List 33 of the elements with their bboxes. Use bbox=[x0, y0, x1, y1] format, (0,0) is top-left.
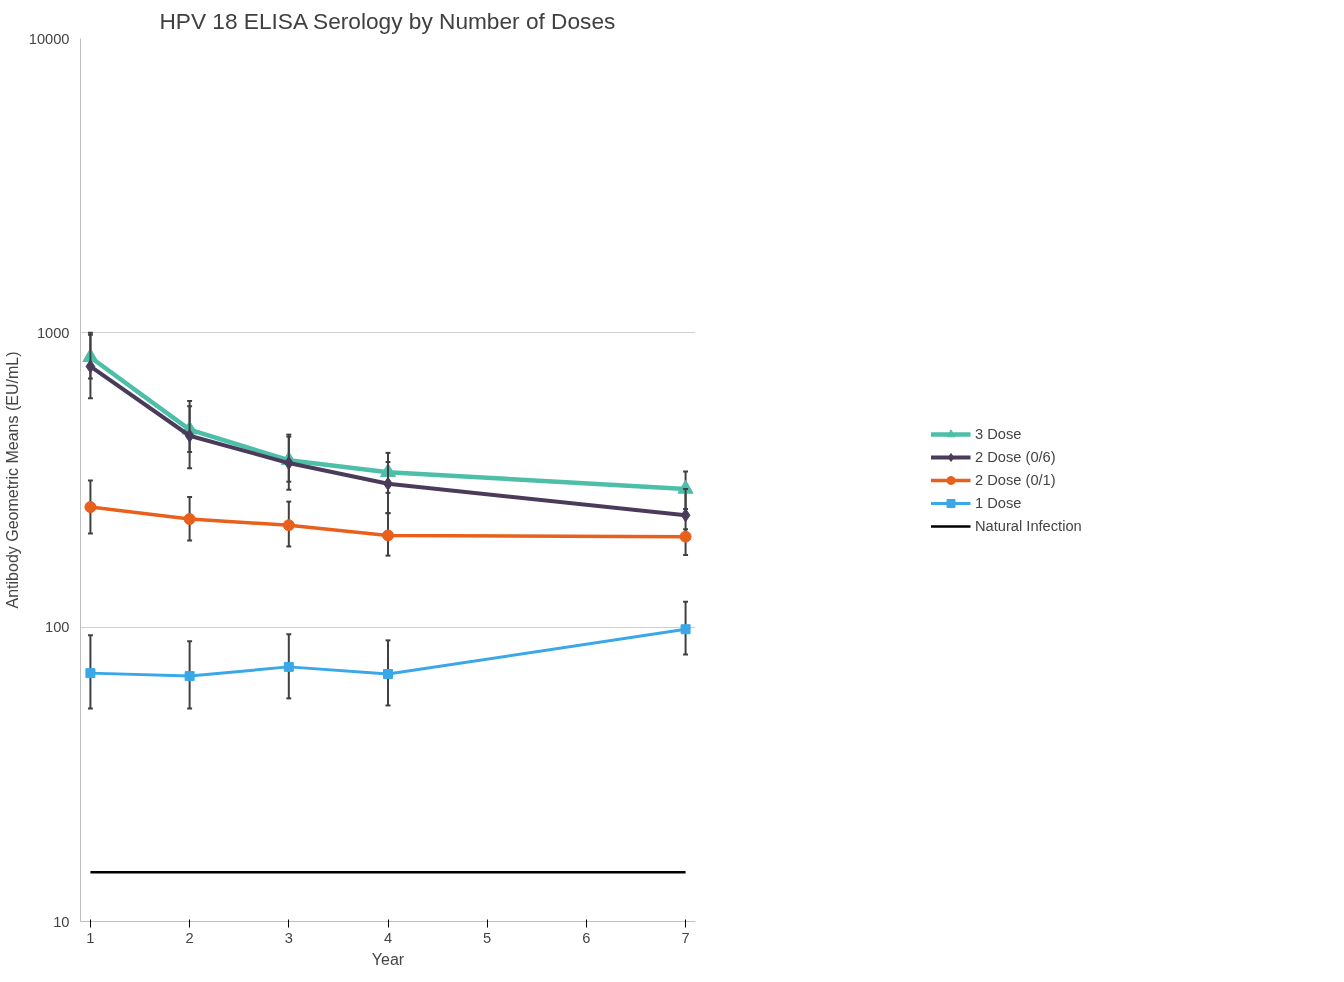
point bbox=[184, 671, 195, 682]
y-tick-label: 1000 bbox=[36, 324, 70, 341]
point bbox=[383, 669, 393, 680]
x-tick-label: 1 bbox=[86, 929, 95, 946]
x-tick-label: 5 bbox=[483, 929, 492, 946]
y-tick-label: 10000 bbox=[28, 30, 70, 47]
x-tick-label: 3 bbox=[284, 929, 293, 946]
point bbox=[85, 668, 96, 679]
y-axis-title: Antibody Geometric Means (EU/mL) bbox=[3, 351, 21, 609]
chart-title: HPV 18 ELISA Serology by Number of Doses bbox=[159, 7, 616, 34]
legend-label: Natural Infection bbox=[975, 517, 1083, 534]
point bbox=[680, 508, 691, 523]
point bbox=[283, 661, 294, 672]
legend-label: 3 Dose bbox=[975, 425, 1023, 442]
point bbox=[184, 428, 195, 443]
point bbox=[680, 624, 691, 635]
point bbox=[283, 456, 294, 471]
x-tick-label: 2 bbox=[185, 929, 194, 946]
point bbox=[183, 513, 196, 526]
y-tick-label: 10 bbox=[53, 913, 70, 930]
legend-label: 2 Dose (0/1) bbox=[975, 471, 1057, 488]
point bbox=[382, 529, 394, 542]
point bbox=[85, 359, 96, 374]
x-tick-label: 6 bbox=[582, 929, 591, 946]
y-tick-label: 100 bbox=[45, 619, 70, 636]
legend-label: 1 Dose bbox=[975, 494, 1023, 511]
legend-label: 2 Dose (0/6) bbox=[975, 448, 1057, 465]
x-tick-label: 4 bbox=[383, 929, 393, 946]
x-axis-title: Year bbox=[371, 950, 405, 968]
point bbox=[679, 530, 692, 543]
point bbox=[282, 519, 295, 532]
x-tick-label: 7 bbox=[681, 929, 690, 946]
point bbox=[84, 501, 97, 513]
